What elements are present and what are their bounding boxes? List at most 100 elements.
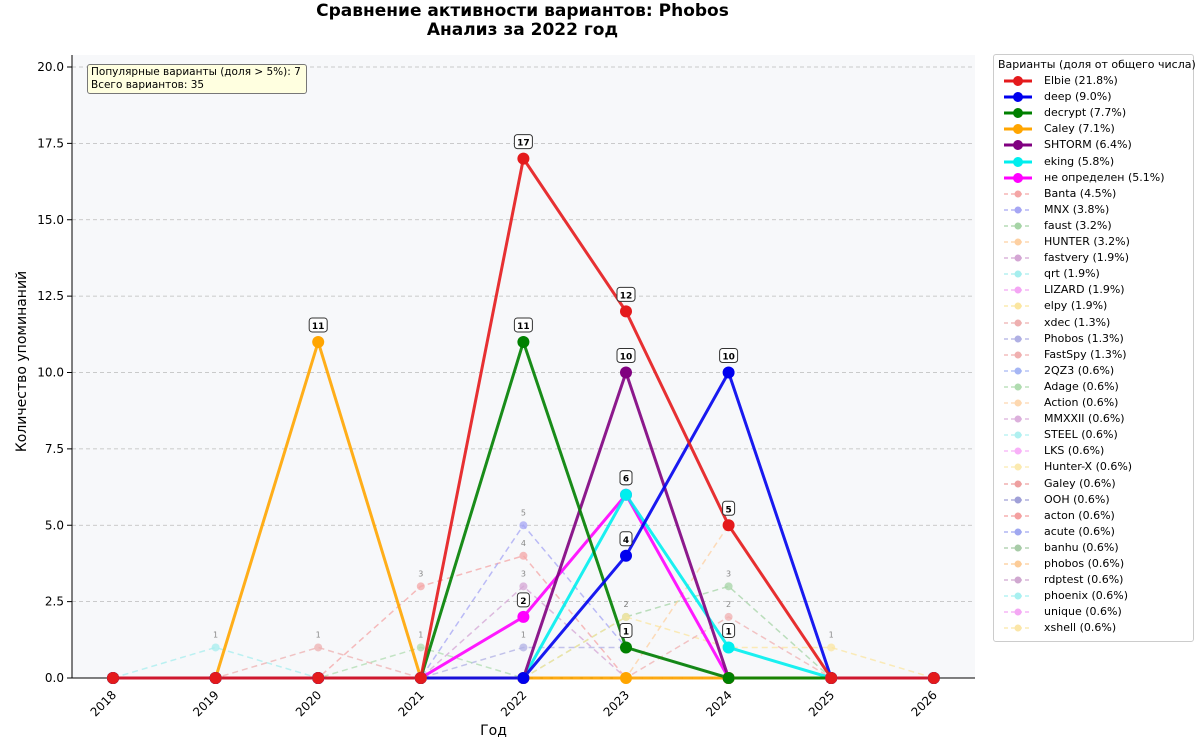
legend-item: xdec (1.3%) xyxy=(1002,315,1192,331)
legend-item: SHTORM (6.4%) xyxy=(1002,137,1192,153)
data-label: 2 xyxy=(623,600,628,609)
legend-label: Galey (0.6%) xyxy=(1044,476,1116,490)
legend-label: decrypt (7.7%) xyxy=(1044,106,1127,120)
data-point xyxy=(620,488,632,501)
data-point xyxy=(519,643,528,652)
chart-legend: Варианты (доля от общего числа) Elbie (2… xyxy=(993,54,1196,642)
data-point xyxy=(722,641,735,654)
data-point xyxy=(209,672,222,684)
legend-label: Banta (4.5%) xyxy=(1044,186,1117,200)
data-label: 3 xyxy=(521,569,526,578)
legend-swatch-marker xyxy=(1014,608,1022,616)
legend-swatch-marker xyxy=(1014,190,1022,198)
data-label-box xyxy=(513,317,533,333)
legend-swatch-marker xyxy=(1013,76,1023,86)
data-label: 6 xyxy=(623,475,629,485)
legend-item: MNX (3.8%) xyxy=(1002,202,1192,218)
legend-item: xshell (0.6%) xyxy=(1002,620,1192,636)
legend-title: Варианты (доля от общего числа) xyxy=(998,58,1196,71)
x-tick-label: 2023 xyxy=(601,688,632,719)
legend-swatch-marker xyxy=(1014,270,1022,278)
legend-swatch xyxy=(1004,463,1032,471)
data-label-box xyxy=(513,134,533,150)
data-label-box xyxy=(619,531,633,547)
legend-item: HUNTER (3.2%) xyxy=(1002,234,1192,250)
legend-item: acton (0.6%) xyxy=(1002,508,1192,524)
legend-item: Hunter-X (0.6%) xyxy=(1002,459,1192,475)
legend-swatch-marker xyxy=(1013,140,1023,151)
legend-item: acute (0.6%) xyxy=(1002,524,1192,540)
data-point xyxy=(620,366,632,379)
legend-swatch xyxy=(1004,222,1032,230)
legend-swatch-marker xyxy=(1014,367,1022,375)
legend-swatch-marker xyxy=(1014,480,1022,487)
legend-label: MMXXII (0.6%) xyxy=(1044,412,1125,426)
legend-swatch xyxy=(1004,319,1032,326)
legend-swatch-marker xyxy=(1014,286,1022,294)
data-label-box xyxy=(616,348,636,363)
data-point xyxy=(722,672,735,684)
data-label: 1 xyxy=(418,630,423,639)
legend-swatch-marker xyxy=(1014,335,1022,343)
legend-label: FastSpy (1.3%) xyxy=(1044,347,1127,361)
legend-item: MMXXII (0.6%) xyxy=(1002,411,1192,427)
data-label: 17 xyxy=(517,139,530,149)
legend-swatch-marker xyxy=(1014,592,1022,600)
legend-swatch xyxy=(1004,431,1032,439)
legend-label: acute (0.6%) xyxy=(1044,524,1115,538)
legend-swatch-marker xyxy=(1013,108,1023,119)
data-point xyxy=(517,335,530,348)
data-label-box xyxy=(516,592,530,608)
legend-swatch-marker xyxy=(1014,254,1022,262)
legend-item: rdptest (0.6%) xyxy=(1002,572,1192,588)
legend-item: Caley (7.1%) xyxy=(1002,121,1192,137)
legend-label: phoenix (0.6%) xyxy=(1044,589,1129,603)
x-axis-title: Год xyxy=(480,723,507,739)
data-label: 11 xyxy=(312,322,325,332)
y-tick-label: 15.0 xyxy=(37,213,64,227)
legend-label: phobos (0.6%) xyxy=(1044,557,1125,570)
legend-label: LIZARD (1.9%) xyxy=(1044,283,1125,297)
legend-swatch-marker xyxy=(1013,92,1023,103)
legend-swatch-marker xyxy=(1014,560,1022,568)
data-label: 12 xyxy=(620,291,633,301)
legend-label: elpy (1.9%) xyxy=(1044,299,1108,313)
data-label: 2 xyxy=(726,600,731,609)
y-tick-label: 2.5 xyxy=(45,595,64,609)
legend-label: deep (9.0%) xyxy=(1044,90,1112,104)
legend-swatch xyxy=(1004,383,1032,391)
legend-swatch xyxy=(1004,124,1032,135)
legend-item: phoenix (0.6%) xyxy=(1002,588,1192,604)
data-label-box xyxy=(308,317,328,333)
legend-swatch xyxy=(1004,415,1032,423)
legend-swatch-marker xyxy=(1014,544,1022,552)
legend-label: 2QZ3 (0.6%) xyxy=(1044,363,1115,377)
data-label: 2 xyxy=(520,597,526,607)
legend-item: banhu (0.6%) xyxy=(1002,540,1192,556)
data-label: 5 xyxy=(725,505,731,515)
y-tick-label: 10.0 xyxy=(37,366,64,380)
data-label-box xyxy=(619,622,633,638)
legend-swatch xyxy=(1004,480,1032,487)
legend-item: STEEL (0.6%) xyxy=(1002,427,1192,443)
data-label-box xyxy=(616,286,636,302)
legend-swatch xyxy=(1004,270,1032,278)
x-tick-label: 2021 xyxy=(395,688,426,719)
data-label-box xyxy=(722,500,736,516)
legend-label: fastvery (1.9%) xyxy=(1044,251,1129,265)
legend-swatch xyxy=(1004,254,1032,262)
data-label: 3 xyxy=(418,569,423,578)
legend-item: LKS (0.6%) xyxy=(1002,443,1192,459)
legend-item: Banta (4.5%) xyxy=(1002,186,1192,202)
legend-label: Phobos (1.3%) xyxy=(1044,331,1124,345)
legend-swatch-marker xyxy=(1014,496,1022,504)
legend-item: FastSpy (1.3%) xyxy=(1002,347,1192,363)
y-tick-label: 12.5 xyxy=(37,289,64,303)
legend-swatch-marker xyxy=(1014,512,1022,520)
x-tick-label: 2019 xyxy=(190,688,221,719)
data-point xyxy=(517,152,530,165)
legend-label: banhu (0.6%) xyxy=(1044,540,1119,554)
legend-label: MNX (3.8%) xyxy=(1044,202,1110,216)
legend-swatch-marker xyxy=(1014,528,1022,536)
legend-label: Action (0.6%) xyxy=(1044,396,1119,409)
